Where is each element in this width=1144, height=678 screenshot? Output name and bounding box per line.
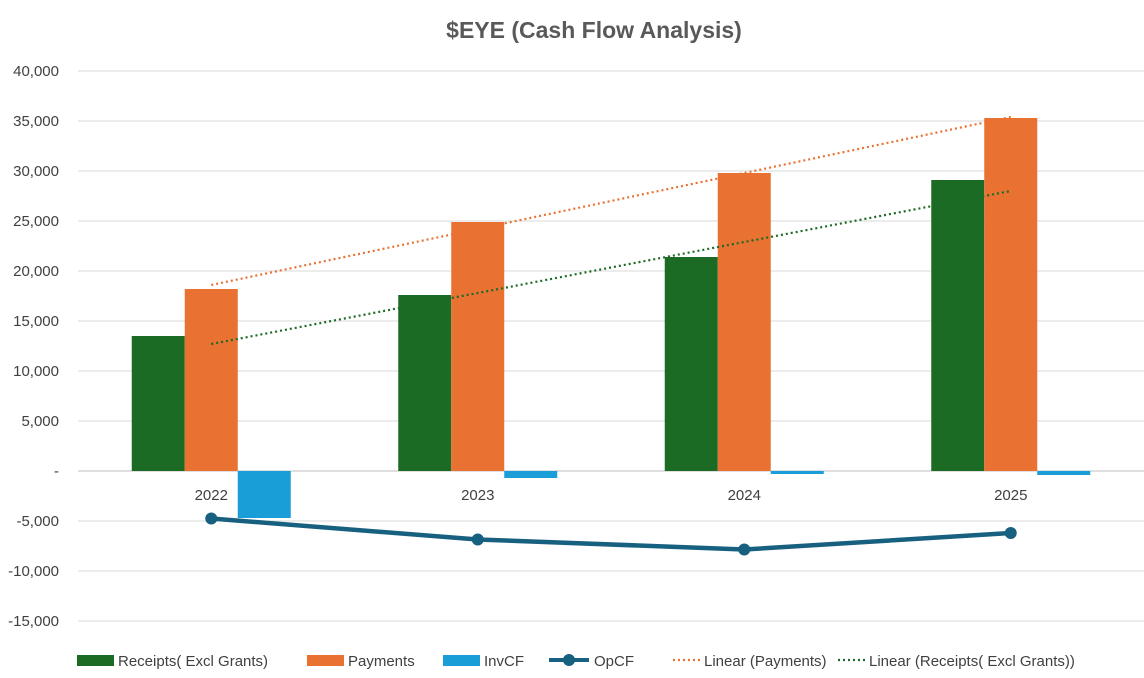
legend-swatch (77, 655, 114, 666)
bar-payments-2023 (451, 222, 505, 471)
x-axis-labels: 2022 2023 2024 2025 (195, 487, 1028, 504)
legend-item: OpCF (549, 653, 634, 670)
y-tick-label: 15,000 (13, 313, 59, 330)
bar-invcf-2023 (504, 471, 558, 478)
legend-item: InvCF (443, 653, 524, 670)
point-opcf-2024 (738, 543, 751, 556)
legend-label: Linear (Payments) (704, 653, 827, 670)
y-tick-label: - (54, 463, 59, 480)
trendline-linear-receipts-excl-grants (211, 189, 1011, 346)
bar-payments-2025 (984, 118, 1038, 471)
y-tick-label: -15,000 (8, 613, 59, 630)
bar-payments-2024 (717, 173, 771, 471)
legend-label: OpCF (594, 653, 634, 670)
y-tick-label: 20,000 (13, 263, 59, 280)
legend: Receipts( Excl Grants) Payments InvCF OpCF L… (77, 653, 1075, 670)
bar-invcf-2022 (237, 471, 291, 518)
bar-receipts-excl-grants-2023 (398, 295, 452, 471)
line-layer (205, 512, 1017, 556)
y-tick-label: -5,000 (16, 513, 59, 530)
x-tick-label: 2022 (195, 487, 228, 504)
legend-item: Payments (307, 653, 415, 670)
y-tick-label: 5,000 (21, 413, 59, 430)
chart-title: $EYE (Cash Flow Analysis) (446, 17, 742, 43)
legend-label: InvCF (484, 653, 524, 670)
trendline-linear-payments (211, 115, 1011, 287)
legend-label: Payments (348, 653, 415, 670)
legend-swatch (443, 655, 480, 666)
legend-item: Linear (Receipts( Excl Grants)) (838, 653, 1075, 670)
trendline-layer (211, 115, 1011, 346)
bar-receipts-excl-grants-2025 (931, 180, 985, 471)
y-tick-label: 10,000 (13, 363, 59, 380)
line-opcf (211, 516, 1011, 552)
y-tick-label: 40,000 (13, 63, 59, 80)
legend-item: Linear (Payments) (673, 653, 827, 670)
x-tick-label: 2023 (461, 487, 494, 504)
bar-invcf-2024 (770, 471, 824, 474)
bar-receipts-excl-grants-2022 (131, 336, 185, 471)
point-opcf-2025 (1004, 527, 1017, 539)
legend-label: Linear (Receipts( Excl Grants)) (869, 653, 1075, 670)
y-tick-label: 30,000 (13, 163, 59, 180)
x-tick-label: 2024 (728, 487, 761, 504)
bar-payments-2022 (184, 289, 238, 471)
point-opcf-2022 (205, 512, 218, 525)
legend-swatch (307, 655, 344, 666)
x-tick-label: 2025 (994, 487, 1027, 504)
legend-label: Receipts( Excl Grants) (118, 653, 268, 670)
bar-invcf-2025 (1037, 471, 1091, 475)
legend-marker (563, 654, 575, 666)
y-tick-label: 35,000 (13, 113, 59, 130)
y-tick-label: -10,000 (8, 563, 59, 580)
legend-item: Receipts( Excl Grants) (77, 653, 268, 670)
y-tick-label: 25,000 (13, 213, 59, 230)
bar-receipts-excl-grants-2024 (664, 257, 718, 471)
point-opcf-2023 (471, 533, 484, 546)
bar-layer (131, 118, 1091, 518)
